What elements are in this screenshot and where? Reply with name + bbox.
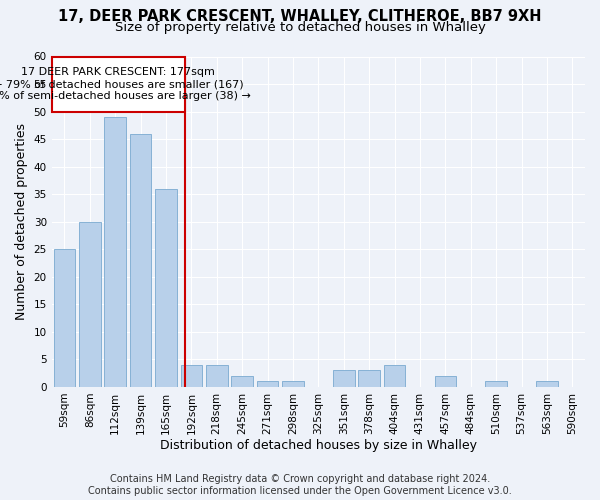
Bar bbox=[434, 376, 456, 387]
Bar bbox=[206, 365, 227, 387]
Bar bbox=[53, 250, 75, 387]
Bar bbox=[104, 117, 126, 387]
Text: 17, DEER PARK CRESCENT, WHALLEY, CLITHEROE, BB7 9XH: 17, DEER PARK CRESCENT, WHALLEY, CLITHER… bbox=[58, 9, 542, 24]
Text: Size of property relative to detached houses in Whalley: Size of property relative to detached ho… bbox=[115, 22, 485, 35]
Y-axis label: Number of detached properties: Number of detached properties bbox=[15, 123, 28, 320]
Bar bbox=[257, 382, 278, 387]
Bar bbox=[358, 370, 380, 387]
Bar bbox=[155, 188, 177, 387]
Bar bbox=[232, 376, 253, 387]
Bar bbox=[181, 365, 202, 387]
Bar bbox=[282, 382, 304, 387]
Text: 17 DEER PARK CRESCENT: 177sqm
← 79% of detached houses are smaller (167)
18% of : 17 DEER PARK CRESCENT: 177sqm ← 79% of d… bbox=[0, 68, 251, 100]
Bar bbox=[79, 222, 101, 387]
Text: Contains HM Land Registry data © Crown copyright and database right 2024.
Contai: Contains HM Land Registry data © Crown c… bbox=[88, 474, 512, 496]
Bar bbox=[333, 370, 355, 387]
Bar bbox=[384, 365, 406, 387]
Bar bbox=[485, 382, 507, 387]
Bar bbox=[536, 382, 557, 387]
Bar bbox=[130, 134, 151, 387]
X-axis label: Distribution of detached houses by size in Whalley: Distribution of detached houses by size … bbox=[160, 440, 477, 452]
